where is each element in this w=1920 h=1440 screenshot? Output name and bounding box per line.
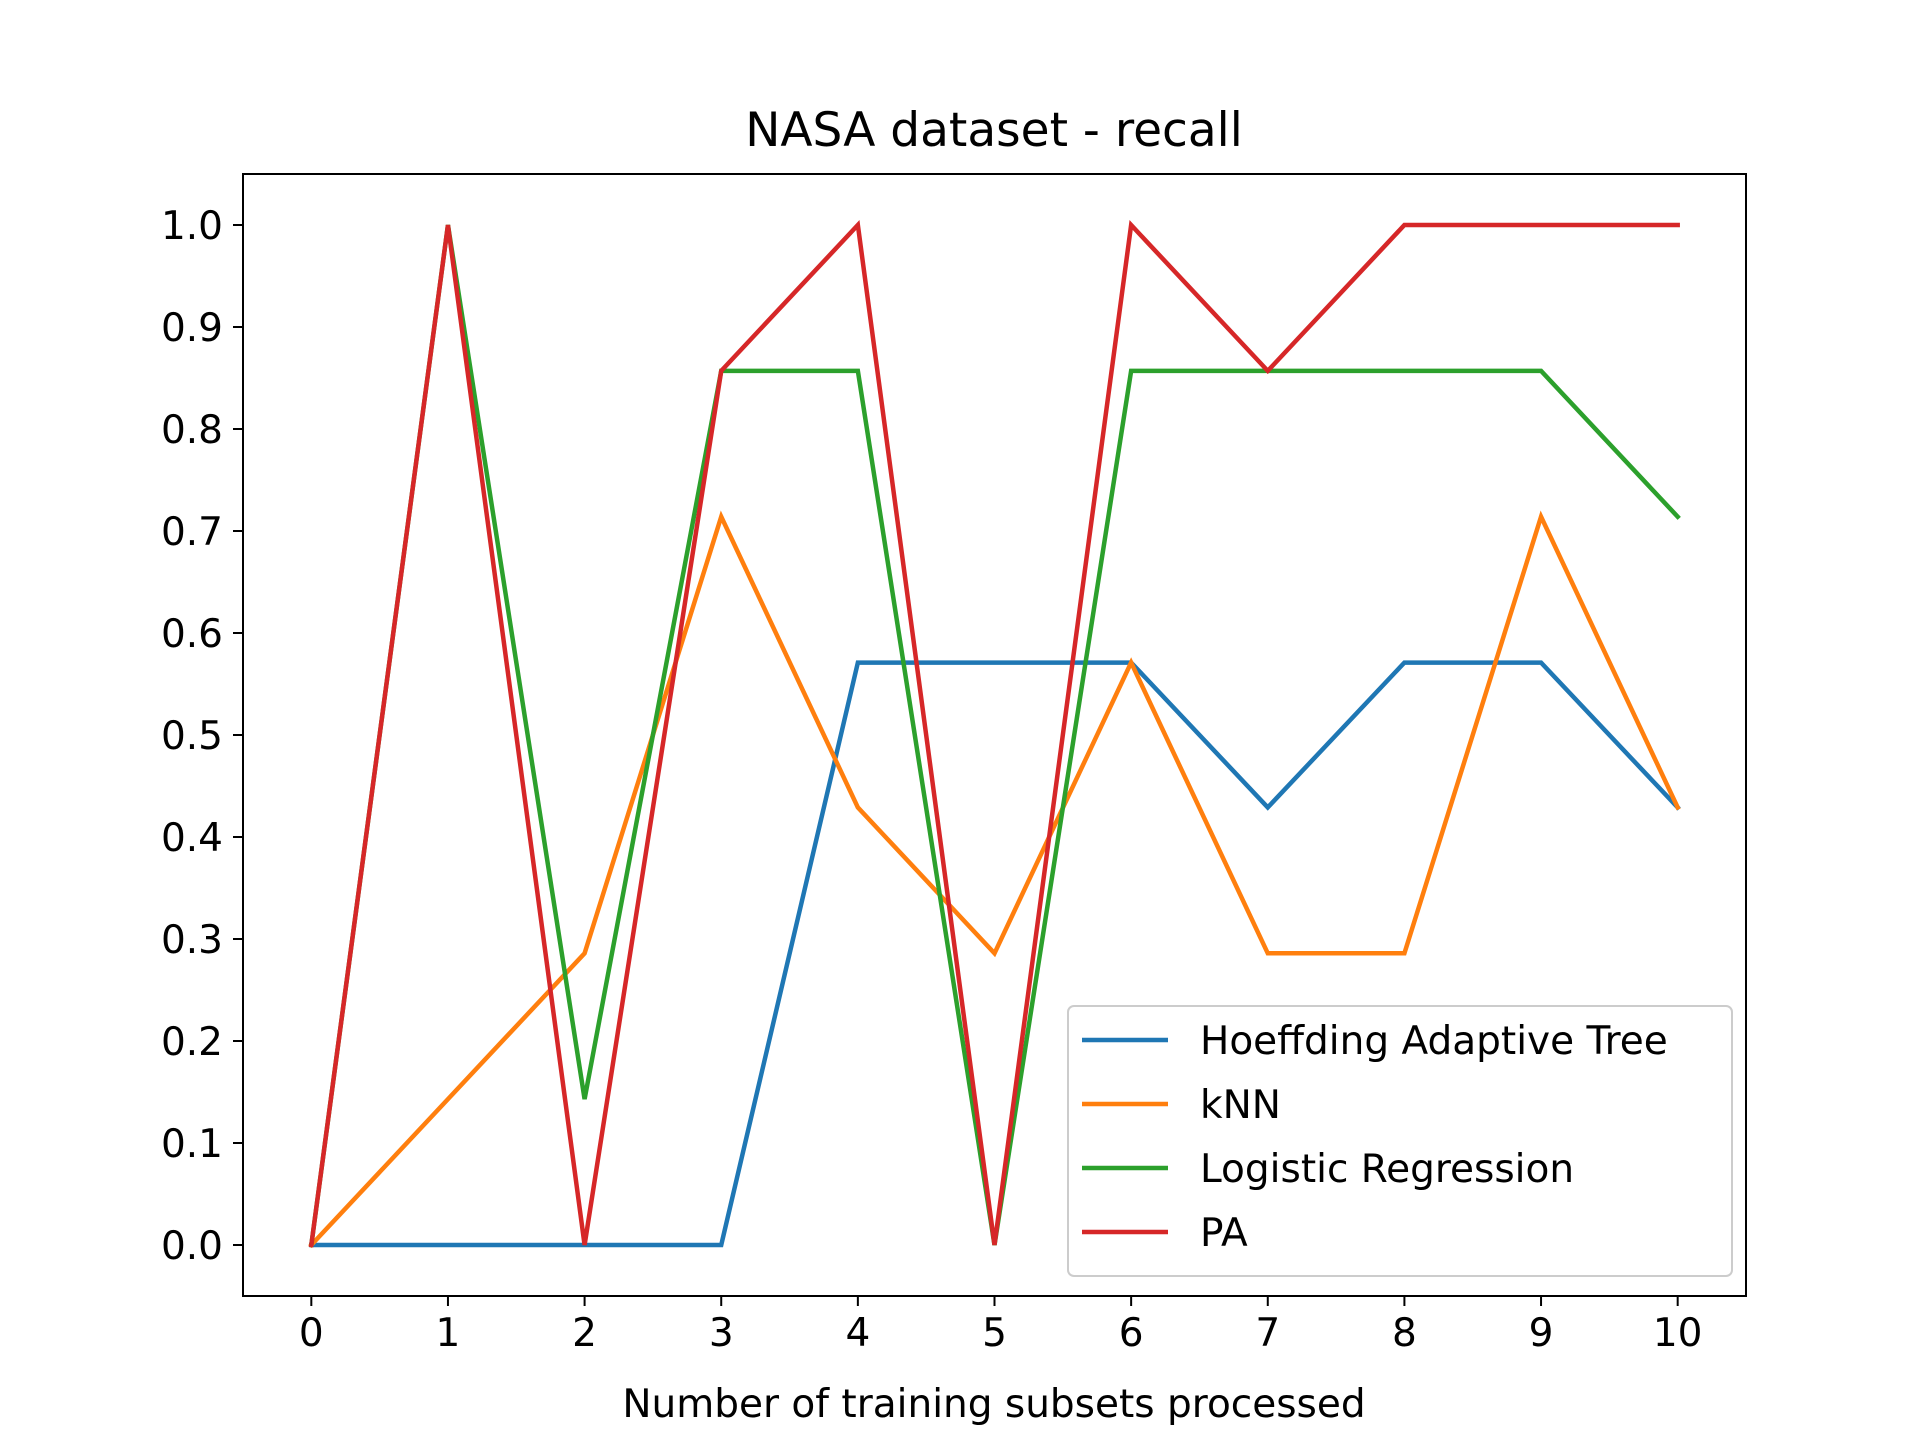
legend-label: PA <box>1200 1211 1248 1256</box>
x-tick-label: 1 <box>436 1311 461 1356</box>
series-layer <box>308 220 1681 1249</box>
x-axis: 0 1 2 3 4 5 6 7 8 9 10 <box>299 1296 1703 1356</box>
legend-item: PA <box>1082 1211 1248 1256</box>
legend-item: kNN <box>1082 1083 1281 1128</box>
x-tick-label: 8 <box>1392 1311 1417 1356</box>
x-tick-label: 5 <box>982 1311 1007 1356</box>
y-axis: 0.0 0.1 0.2 0.3 0.4 0.5 0.6 0.7 0.8 0.9 1.0 <box>161 204 243 1269</box>
y-tick-label: 0.5 <box>161 714 223 759</box>
y-tick-label: 0.0 <box>161 1224 223 1269</box>
legend-label: Hoeffding Adaptive Tree <box>1200 1019 1668 1064</box>
series-3 <box>308 220 1680 1248</box>
x-tick-label: 0 <box>299 1311 324 1356</box>
x-tick-label: 3 <box>709 1311 734 1356</box>
x-tick-label: 10 <box>1653 1311 1703 1356</box>
y-tick-label: 0.8 <box>161 408 223 453</box>
y-tick-label: 0.6 <box>161 612 223 657</box>
x-tick-label: 4 <box>845 1311 870 1356</box>
legend: Hoeffding Adaptive Tree kNN Logistic Regre… <box>1067 1005 1733 1277</box>
y-tick-label: 0.7 <box>161 510 223 555</box>
y-tick-label: 0.9 <box>161 306 223 351</box>
legend-label: kNN <box>1200 1083 1281 1128</box>
x-tick-label: 9 <box>1529 1311 1554 1356</box>
y-tick-label: 0.4 <box>161 816 223 861</box>
x-tick-label: 2 <box>572 1311 597 1356</box>
y-tick-label: 1.0 <box>161 204 223 249</box>
y-tick-label: 0.2 <box>161 1020 223 1065</box>
legend-item: Logistic Regression <box>1082 1147 1574 1192</box>
y-tick-label: 0.3 <box>161 918 223 963</box>
legend-box <box>1067 1005 1733 1277</box>
chart-title: NASA dataset - recall <box>745 103 1243 158</box>
legend-label: Logistic Regression <box>1200 1147 1574 1192</box>
x-axis-label: Number of training subsets processed <box>622 1382 1365 1427</box>
x-tick-label: 7 <box>1255 1311 1280 1356</box>
x-tick-label: 6 <box>1119 1311 1144 1356</box>
legend-item: Hoeffding Adaptive Tree <box>1082 1019 1668 1064</box>
y-tick-label: 0.1 <box>161 1122 223 1167</box>
